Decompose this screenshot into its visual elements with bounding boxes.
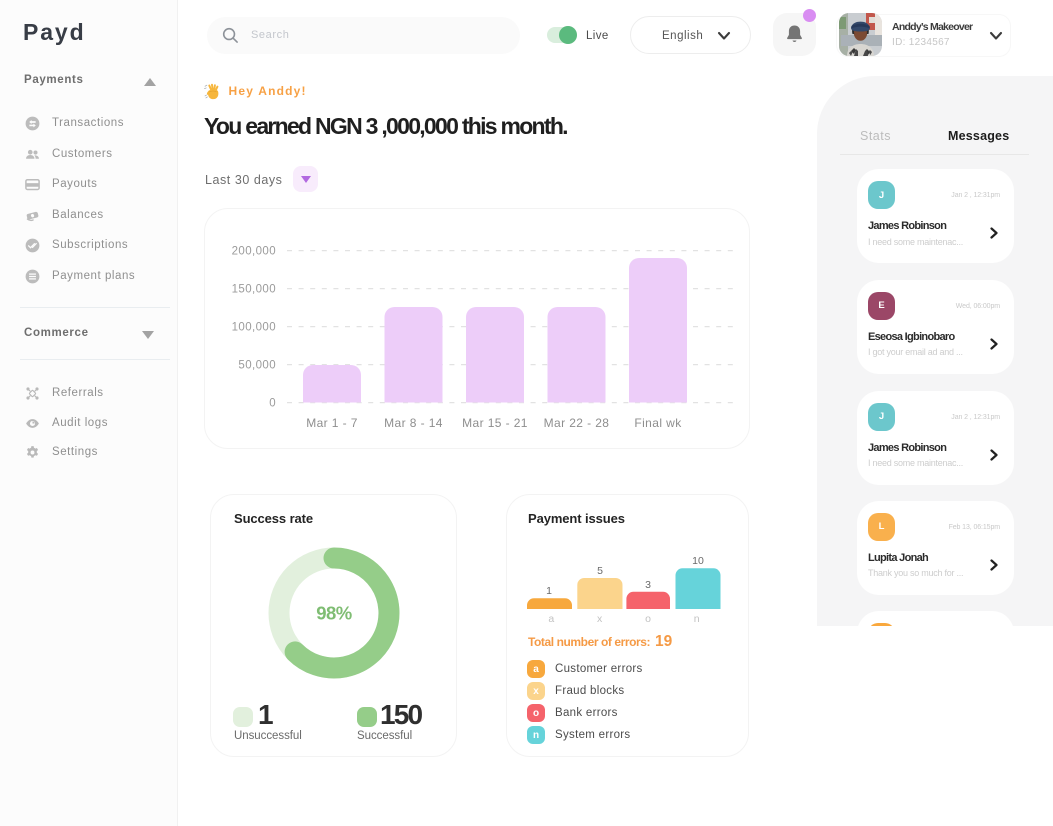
svg-text:Mar 8 - 14: Mar 8 - 14 xyxy=(384,416,443,430)
svg-text:200,000: 200,000 xyxy=(232,246,276,258)
svg-text:98%: 98% xyxy=(316,603,352,624)
svg-text:150,000: 150,000 xyxy=(232,284,276,296)
svg-text:10: 10 xyxy=(692,555,704,567)
svg-text:5: 5 xyxy=(597,565,603,577)
svg-text:Mar 1 - 7: Mar 1 - 7 xyxy=(306,416,358,430)
svg-text:Mar 15 - 21: Mar 15 - 21 xyxy=(462,416,528,430)
svg-text:1: 1 xyxy=(546,585,552,597)
svg-text:Final wk: Final wk xyxy=(634,416,682,430)
svg-text:3: 3 xyxy=(645,579,651,591)
svg-text:50,000: 50,000 xyxy=(238,360,276,372)
svg-text:100,000: 100,000 xyxy=(232,322,276,334)
svg-text:0: 0 xyxy=(269,398,276,410)
svg-text:Mar 22 - 28: Mar 22 - 28 xyxy=(544,416,610,430)
